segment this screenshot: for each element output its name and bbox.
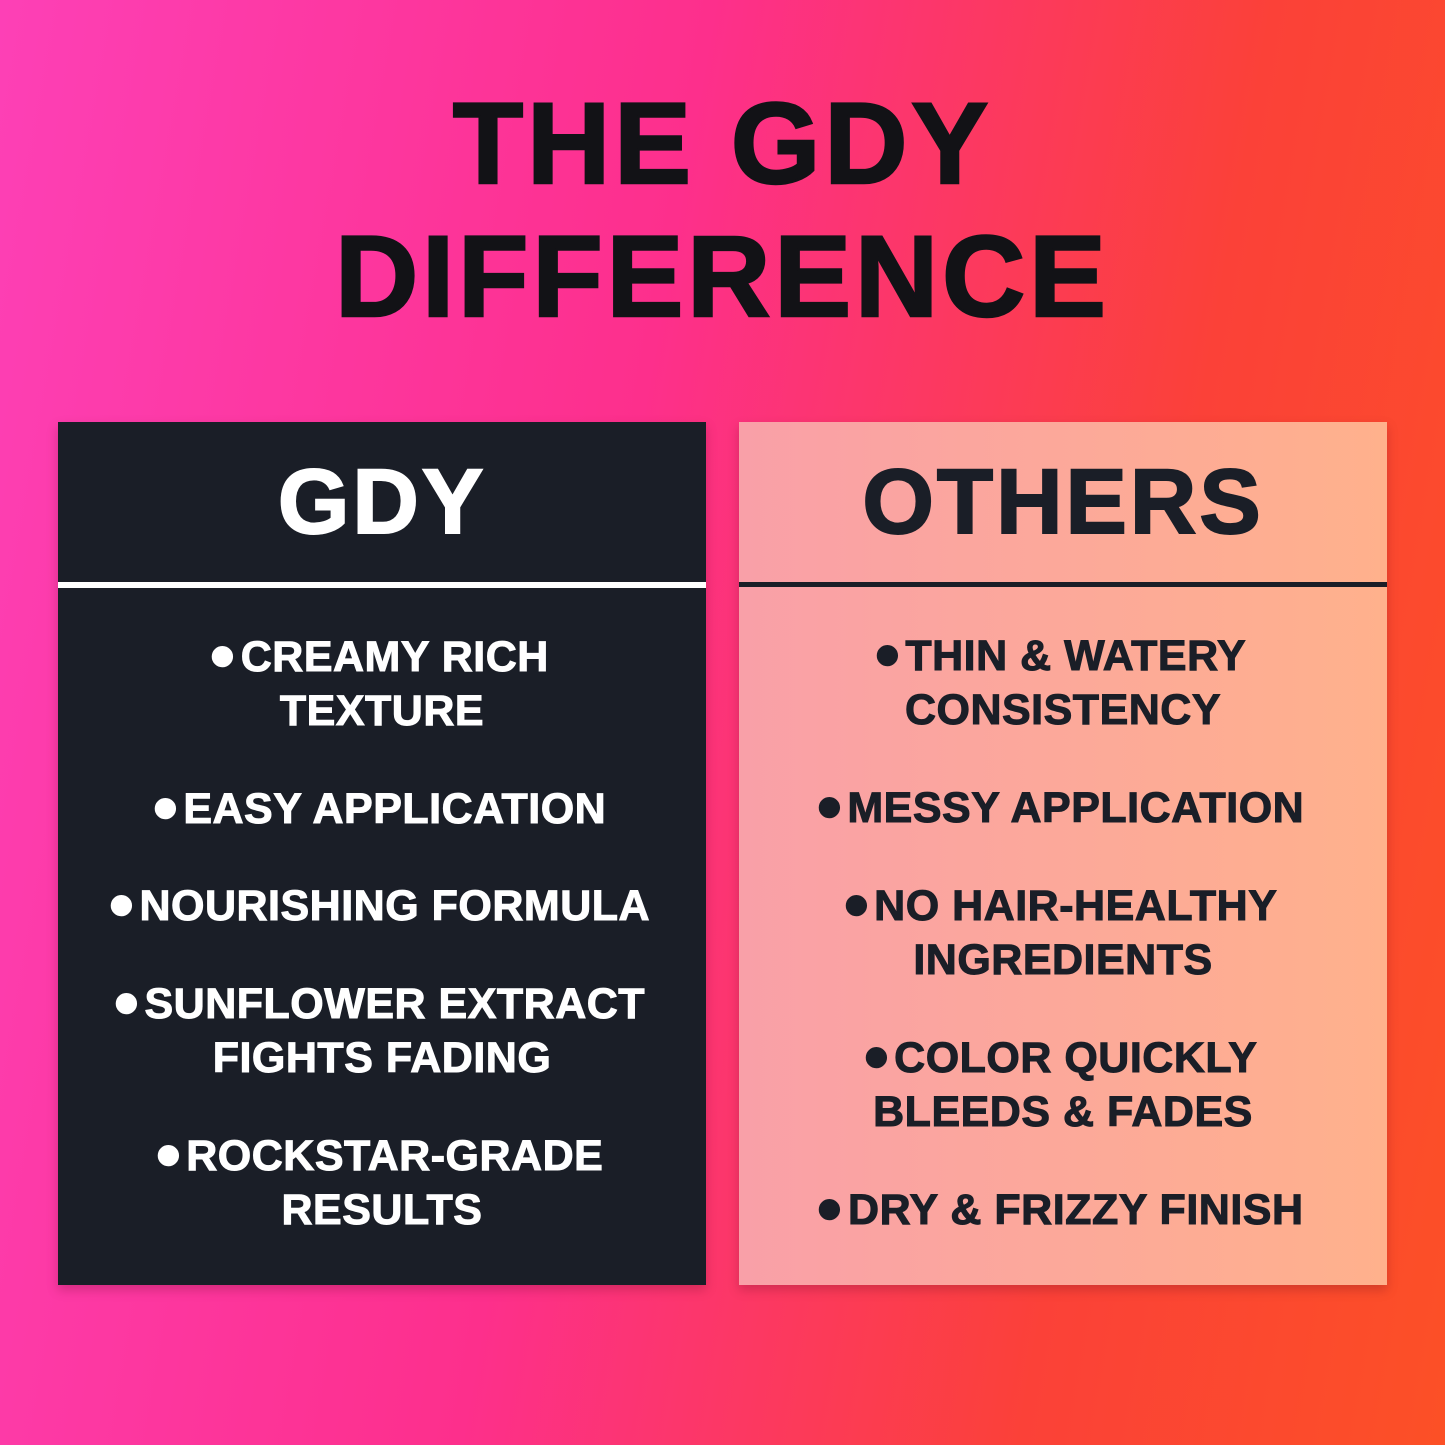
list-item-text: THIN & WATERY CONSISTENCY: [904, 631, 1247, 735]
card-gdy: GDY • CREAMY RICH TEXTURE • EASY APPLICATI…: [58, 422, 706, 1285]
list-item: • SUNFLOWER EXTRACT FIGHTS FADING: [72, 965, 692, 1085]
page-title: THE GDY DIFFERENCE: [334, 79, 1110, 343]
card-gdy-heading: GDY: [277, 450, 487, 554]
card-others-divider: [739, 582, 1387, 587]
list-item: • MESSY APPLICATION: [753, 769, 1373, 847]
list-item-text: NO HAIR-HEALTHY INGREDIENTS: [874, 881, 1278, 984]
list-item: • CREAMY RICH TEXTURE: [72, 618, 692, 738]
bullet-icon: •: [210, 618, 236, 696]
bullet-icon: •: [816, 769, 843, 847]
list-item-text: SUNFLOWER EXTRACT FIGHTS FADING: [144, 979, 646, 1083]
list-item: • EASY APPLICATION: [72, 769, 692, 847]
list-item: • DRY & FRIZZY FINISH: [753, 1171, 1373, 1249]
bullet-icon: •: [863, 1019, 889, 1097]
list-item: • ROCKSTAR-GRADE RESULTS: [72, 1116, 692, 1237]
card-others: OTHERS • THIN & WATERY CONSISTENCY • MESSY…: [739, 422, 1387, 1285]
bullet-icon: •: [843, 867, 869, 945]
list-item: • COLOR QUICKLY BLEEDS & FADES: [753, 1019, 1373, 1139]
list-item-text: ROCKSTAR-GRADE RESULTS: [186, 1131, 604, 1234]
list-item-text: CREAMY RICH TEXTURE: [240, 632, 549, 736]
card-gdy-divider: [58, 582, 706, 588]
bullet-icon: •: [874, 617, 900, 695]
bullet-icon: •: [113, 965, 140, 1043]
card-gdy-list: • CREAMY RICH TEXTURE • EASY APPLICATION •…: [58, 588, 706, 1285]
bullet-icon: •: [152, 769, 178, 848]
card-others-heading: OTHERS: [861, 450, 1264, 554]
list-item: • THIN & WATERY CONSISTENCY: [753, 617, 1373, 737]
comparison-cards: GDY • CREAMY RICH TEXTURE • EASY APPLICATI…: [58, 422, 1387, 1285]
bullet-icon: •: [108, 867, 135, 945]
bullet-icon: •: [817, 1171, 843, 1249]
list-item: • NO HAIR-HEALTHY INGREDIENTS: [753, 867, 1373, 987]
list-item-text: MESSY APPLICATION: [847, 784, 1305, 833]
list-item-text: COLOR QUICKLY BLEEDS & FADES: [873, 1033, 1258, 1136]
list-item-text: NOURISHING FORMULA: [139, 882, 651, 931]
list-item: • NOURISHING FORMULA: [72, 867, 692, 945]
list-item-text: EASY APPLICATION: [183, 784, 607, 833]
card-others-list: • THIN & WATERY CONSISTENCY • MESSY APPLIC…: [739, 587, 1387, 1285]
list-item-text: DRY & FRIZZY FINISH: [848, 1185, 1304, 1234]
bullet-icon: •: [155, 1116, 181, 1195]
